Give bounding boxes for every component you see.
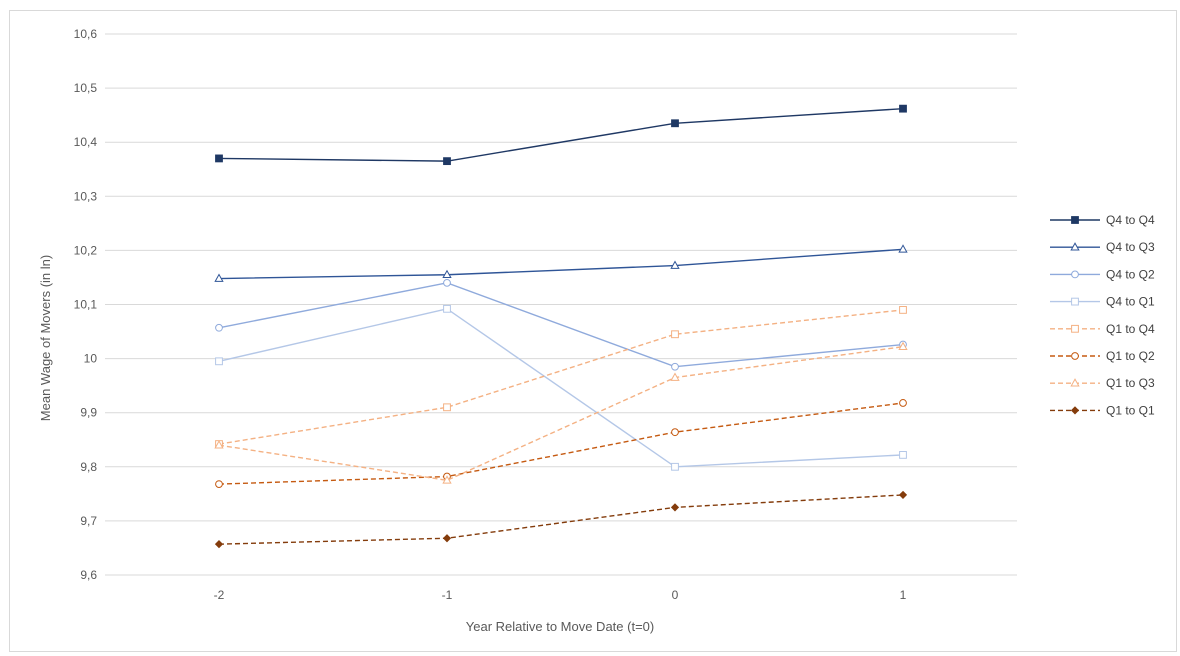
series-q1-to-q3 (214, 341, 908, 484)
data-point (443, 278, 451, 287)
y-tick-label: 10,1 (74, 298, 98, 312)
y-tick-label: 10,5 (74, 81, 98, 95)
series-q4-to-q3 (214, 244, 908, 282)
series-q4-to-q4 (215, 104, 907, 166)
data-point (215, 480, 223, 489)
legend-item-q4-to-q4: Q4 to Q4 (1050, 213, 1155, 227)
legend-item-q4-to-q1: Q4 to Q1 (1050, 295, 1155, 309)
y-tick-label: 10 (84, 352, 98, 366)
data-point (443, 157, 451, 166)
y-tick-label: 9,6 (80, 568, 97, 582)
y-tick-label: 10,6 (74, 27, 98, 41)
data-point (214, 540, 224, 549)
series-q1-to-q4 (215, 306, 907, 448)
y-tick-labels: 9,6 9,7 9,8 9,9 10 10,1 10,2 10,3 10,4 10,5 10,6 (74, 27, 98, 582)
y-tick-label: 9,8 (80, 460, 97, 474)
series-lines (214, 104, 908, 549)
series-line (218, 248, 904, 280)
y-tick-label: 10,2 (74, 243, 98, 257)
series-q1-to-q1 (214, 490, 908, 549)
legend-marker (1071, 297, 1079, 306)
y-tick-label: 9,7 (80, 514, 97, 528)
data-point (899, 306, 907, 314)
data-point (670, 260, 680, 269)
data-point (214, 440, 224, 449)
legend-label: Q1 to Q2 (1106, 349, 1155, 363)
data-point (671, 462, 679, 471)
data-point (899, 104, 907, 113)
y-tick-label: 10,4 (74, 135, 98, 149)
data-point (214, 273, 224, 282)
x-axis-title: Year Relative to Move Date (t=0) (466, 619, 654, 634)
legend-label: Q1 to Q4 (1106, 322, 1155, 336)
data-point (671, 428, 679, 437)
series-line (218, 346, 904, 482)
legend-marker (1071, 324, 1079, 333)
x-tick-label: -2 (214, 588, 225, 602)
legend-label: Q4 to Q4 (1106, 213, 1155, 227)
legend-item-q4-to-q2: Q4 to Q2 (1050, 267, 1155, 281)
x-tick-labels: -2 -1 0 1 (214, 588, 907, 602)
x-tick-label: 1 (900, 588, 907, 602)
data-point (898, 490, 908, 500)
data-point (442, 269, 452, 279)
data-point (670, 372, 680, 381)
series-line (218, 308, 904, 468)
data-point (670, 503, 680, 512)
data-point (215, 154, 223, 163)
legend: Q4 to Q4 Q4 to Q3 Q4 to Q2 Q4 to Q1 Q1 to Q4… (1050, 213, 1155, 417)
legend-label: Q4 to Q3 (1106, 240, 1155, 254)
legend-item-q1-to-q2: Q1 to Q2 (1050, 349, 1155, 363)
series-q4-to-q2 (215, 278, 907, 371)
data-point (671, 362, 679, 371)
data-point (443, 304, 451, 313)
legend-marker (1070, 242, 1080, 251)
legend-marker (1071, 270, 1079, 279)
legend-marker (1071, 352, 1079, 360)
legend-label: Q4 to Q2 (1106, 267, 1155, 281)
legend-marker (1070, 378, 1080, 387)
gridlines (105, 33, 1017, 576)
legend-item-q4-to-q3: Q4 to Q3 (1050, 240, 1155, 254)
data-point (898, 341, 908, 350)
legend-label: Q1 to Q1 (1106, 403, 1155, 417)
data-point (215, 323, 223, 332)
legend-marker (1070, 406, 1080, 415)
y-tick-label: 10,3 (74, 189, 98, 203)
series-line (218, 309, 904, 445)
data-point (671, 330, 679, 339)
series-line (218, 107, 904, 162)
series-line (218, 494, 904, 545)
data-point (442, 475, 452, 484)
x-tick-label: -1 (442, 588, 453, 602)
data-point (443, 403, 451, 412)
legend-item-q1-to-q1: Q1 to Q1 (1050, 403, 1155, 417)
data-point (899, 399, 907, 407)
chart-frame (9, 10, 1177, 652)
series-line (218, 402, 904, 485)
y-axis-title: Mean Wage of Movers (in ln) (38, 255, 53, 421)
data-point (442, 534, 452, 543)
legend-item-q1-to-q3: Q1 to Q3 (1050, 376, 1155, 390)
y-tick-label: 9,9 (80, 406, 97, 420)
legend-label: Q4 to Q1 (1106, 295, 1155, 309)
data-point (671, 119, 679, 128)
series-q4-to-q1 (215, 304, 907, 471)
legend-item-q1-to-q4: Q1 to Q4 (1050, 322, 1155, 336)
x-tick-label: 0 (672, 588, 679, 602)
series-q1-to-q2 (215, 399, 907, 489)
series-line (218, 282, 904, 368)
legend-label: Q1 to Q3 (1106, 376, 1155, 390)
legend-marker (1071, 216, 1079, 224)
data-point (899, 450, 907, 459)
data-point (898, 244, 908, 253)
data-point (215, 357, 223, 366)
